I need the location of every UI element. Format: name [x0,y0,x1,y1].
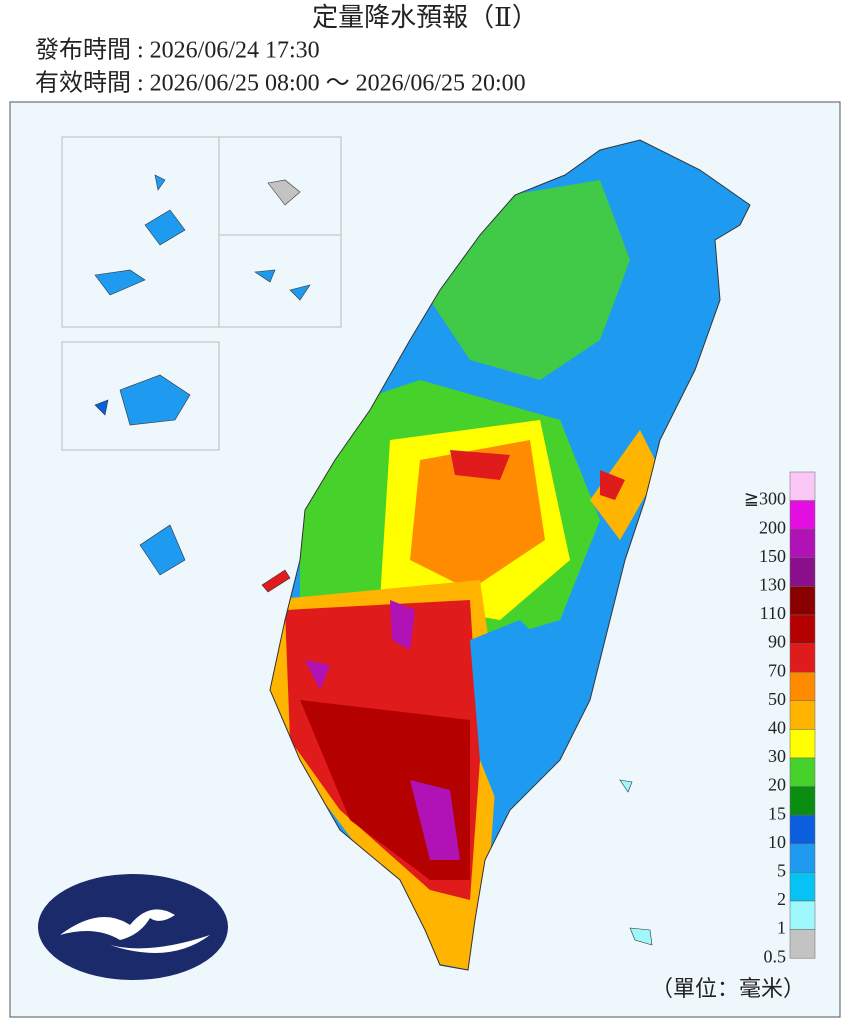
legend-swatch [789,643,816,673]
legend-label: 90 [768,632,786,652]
legend-swatch [789,729,816,759]
legend-label: 30 [768,746,786,766]
coastline [269,139,751,971]
legend-label: 5 [777,861,786,881]
legend-swatch [789,557,816,587]
legend-swatch [789,671,816,702]
legend-label: 15 [768,803,786,823]
legend-swatch [789,872,816,902]
unit-label: （單位：毫米） [651,976,805,1001]
legend-swatch [789,786,816,816]
logo [38,874,228,980]
legend-swatch [789,500,816,530]
legend-label: 1 [777,918,786,938]
legend-label: 10 [768,832,786,852]
legend-swatch [789,757,816,787]
legend-label: ≧300 [744,489,786,509]
legend: ≧300 200 150 130 110 90 70 50 40 30 20 15 10 5 2 1 0.5 [744,471,816,966]
legend-label: 0.5 [764,946,787,966]
legend-swatch [789,929,816,959]
legend-label: 40 [768,718,786,738]
legend-label: 70 [768,660,786,680]
legend-label: 130 [759,575,786,595]
legend-swatch [789,528,816,559]
valid-time: 有效時間 : 2026/06/25 08:00 ～ 2026/06/25 20:… [35,70,526,97]
legend-label: 20 [768,775,786,795]
issue-time: 發布時間 : 2026/06/24 17:30 [35,37,320,64]
legend-label: 110 [760,603,786,623]
legend-swatch [789,900,816,930]
inset-frames [61,136,342,451]
legend-swatch [789,814,816,845]
legend-swatch [789,586,816,616]
legend-label: 150 [759,546,786,566]
legend-label: 2 [777,889,786,909]
legend-label: 200 [759,517,786,537]
legend-swatch [789,843,816,873]
legend-swatch [789,471,816,501]
title: 定量降水預報（Ⅱ） [312,3,538,32]
legend-swatch [789,614,816,644]
islands [94,174,653,946]
legend-label: 50 [768,689,786,709]
legend-swatch [789,700,816,730]
